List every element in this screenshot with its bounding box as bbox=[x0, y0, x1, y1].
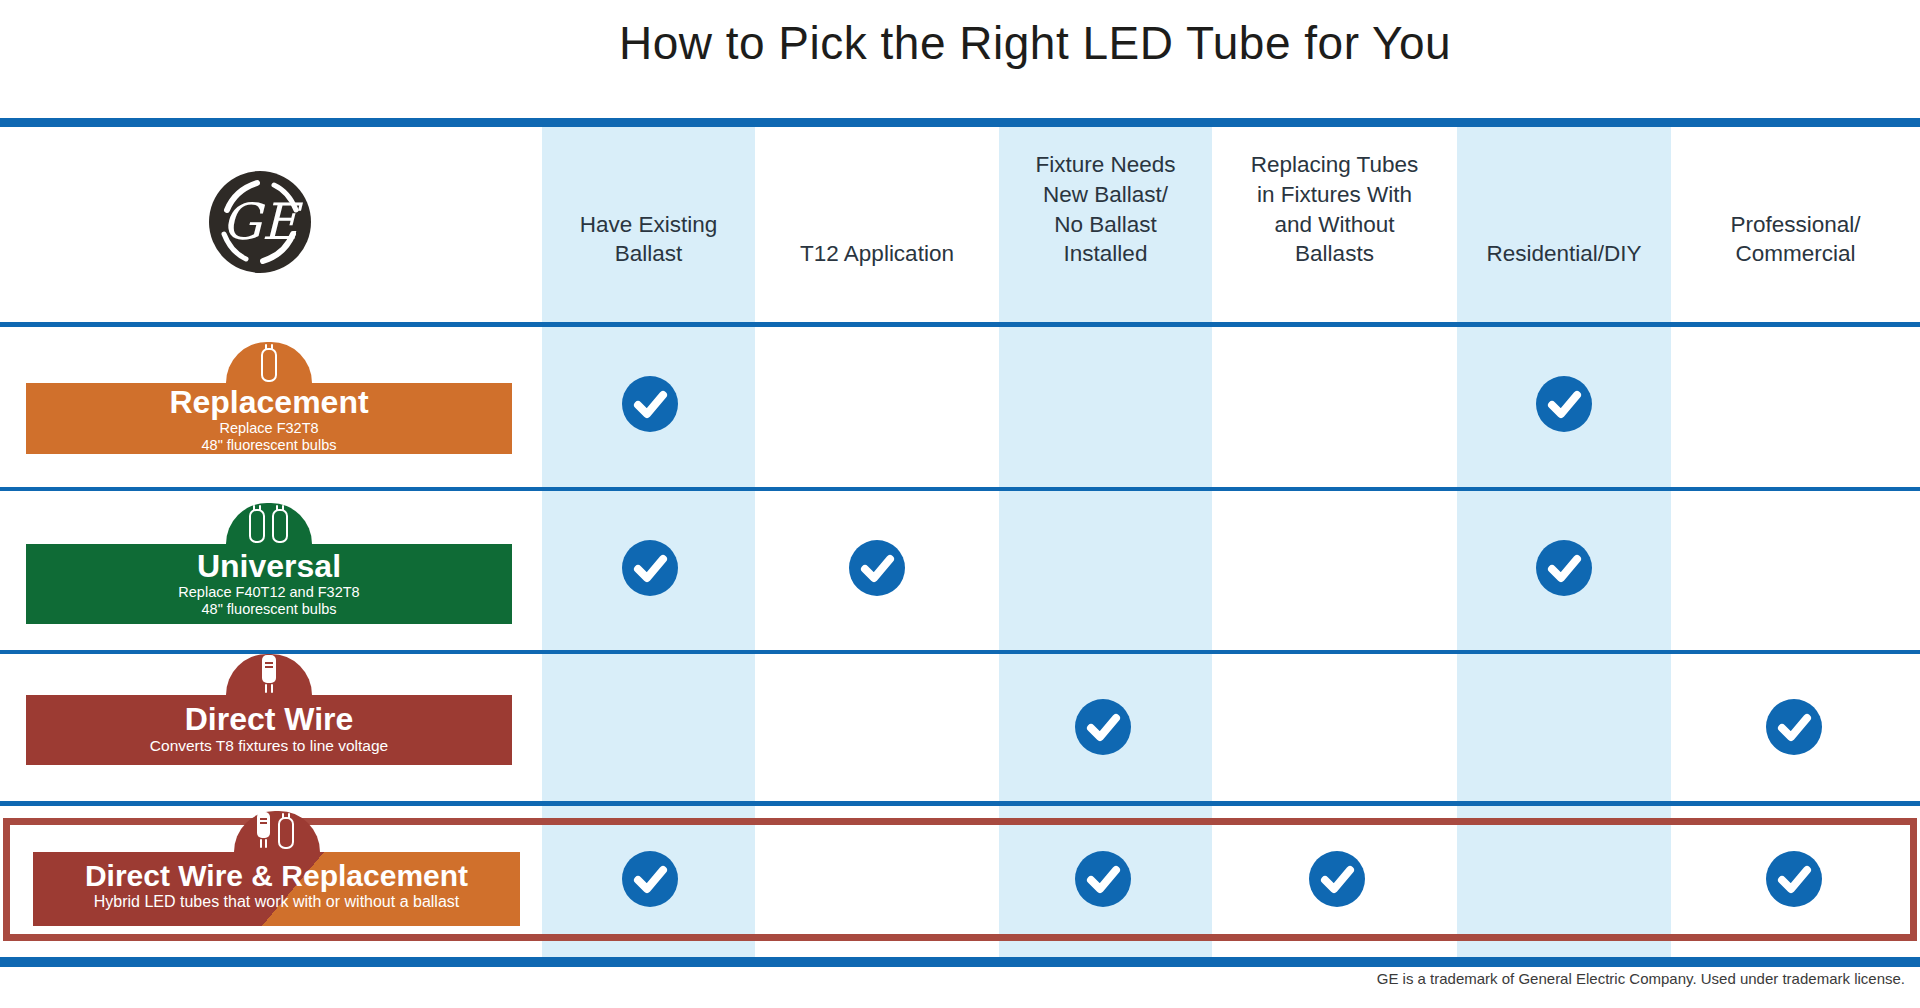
divider-line bbox=[0, 801, 1920, 806]
row-title: Universal bbox=[26, 550, 512, 584]
check-icon bbox=[622, 851, 678, 907]
check-icon bbox=[622, 540, 678, 596]
single-led-tube-icon bbox=[256, 344, 282, 382]
check-icon bbox=[1075, 699, 1131, 755]
check-icon bbox=[1536, 376, 1592, 432]
column-header-residential-diy: Residential/DIY bbox=[1457, 127, 1671, 277]
check-icon bbox=[849, 540, 905, 596]
banner-bump bbox=[226, 654, 312, 695]
row-subtitle: Replace F32T8 48" fluorescent bulbs bbox=[26, 420, 512, 455]
ge-monogram-icon: GE bbox=[206, 168, 314, 276]
led-tube-comparison-infographic: How to Pick the Right LED Tube for You G… bbox=[0, 0, 1920, 1008]
row-banner-direct-wire-and-replacement: Direct Wire & Replacement Hybrid LED tub… bbox=[33, 852, 520, 926]
row-subtitle: Replace F40T12 and F32T8 48" fluorescent… bbox=[26, 584, 512, 619]
banner-bump bbox=[226, 503, 312, 544]
divider-line bbox=[0, 650, 1920, 654]
row-title: Direct Wire bbox=[26, 703, 512, 737]
trademark-note: GE is a trademark of General Electric Co… bbox=[1377, 970, 1905, 987]
divider-line bbox=[0, 487, 1920, 491]
check-icon bbox=[1536, 540, 1592, 596]
check-icon bbox=[1766, 851, 1822, 907]
check-icon bbox=[1309, 851, 1365, 907]
hybrid-tubes-icon bbox=[252, 811, 302, 851]
page-title: How to Pick the Right LED Tube for You bbox=[150, 16, 1920, 70]
row-banner-universal: Universal Replace F40T12 and F32T8 48" f… bbox=[26, 544, 512, 624]
row-banner-direct-wire: Direct Wire Converts T8 fixtures to line… bbox=[26, 695, 512, 765]
row-banner-replacement: Replacement Replace F32T8 48" fluorescen… bbox=[26, 383, 512, 454]
divider-line bbox=[0, 322, 1920, 327]
row-title: Direct Wire & Replacement bbox=[33, 860, 520, 892]
ge-logo-text: GE bbox=[222, 193, 304, 251]
column-header-have-existing-ballast: Have Existing Ballast bbox=[542, 127, 755, 277]
divider-line-top bbox=[0, 118, 1920, 127]
check-icon bbox=[1766, 699, 1822, 755]
direct-wire-tube-icon bbox=[256, 654, 282, 694]
double-led-tube-icon bbox=[246, 505, 292, 543]
column-header-t12-application: T12 Application bbox=[755, 127, 999, 277]
banner-bump bbox=[226, 342, 312, 383]
row-subtitle: Hybrid LED tubes that work with or witho… bbox=[33, 892, 520, 912]
check-icon bbox=[622, 376, 678, 432]
ge-logo: GE bbox=[206, 168, 314, 276]
row-title: Replacement bbox=[26, 386, 512, 420]
divider-line-bottom bbox=[0, 957, 1920, 967]
check-icon bbox=[1075, 851, 1131, 907]
column-header-fixture-needs-new-ballast: Fixture Needs New Ballast/ No Ballast In… bbox=[999, 127, 1212, 277]
column-header-replacing-tubes: Replacing Tubes in Fixtures With and Wit… bbox=[1212, 127, 1457, 277]
row-subtitle: Converts T8 fixtures to line voltage bbox=[26, 737, 512, 756]
column-header-professional-commercial: Professional/ Commercial bbox=[1671, 127, 1920, 277]
